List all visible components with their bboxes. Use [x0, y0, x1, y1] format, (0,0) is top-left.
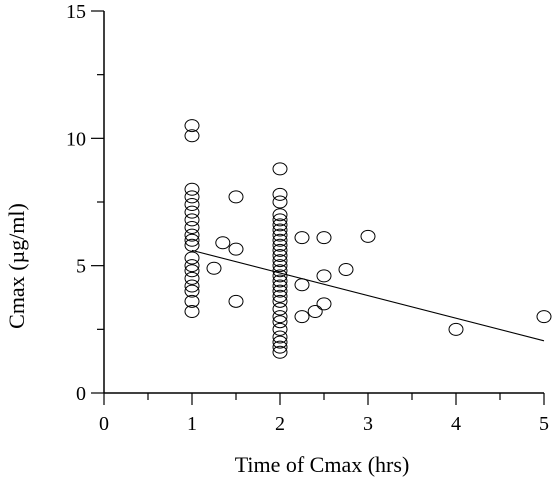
data-point — [272, 284, 288, 298]
data-point — [338, 262, 354, 276]
y-tick-label: 0 — [76, 383, 86, 405]
data-point — [272, 162, 288, 176]
x-tick-label: 5 — [539, 413, 549, 435]
x-tick-label: 3 — [363, 413, 373, 435]
data-point — [272, 248, 288, 262]
data-point — [184, 228, 200, 242]
y-tick-label: 10 — [66, 128, 86, 150]
x-axis-label: Time of Cmax (hrs) — [235, 452, 410, 477]
data-point — [360, 229, 376, 243]
data-point — [184, 279, 200, 293]
regression-line — [191, 249, 545, 342]
data-point — [228, 294, 244, 308]
axes: 0 5 10 15 0 1 2 3 4 5 — [66, 1, 549, 435]
data-point — [272, 289, 288, 303]
data-point — [272, 187, 288, 201]
data-point — [184, 220, 200, 234]
y-tick-label: 15 — [66, 1, 86, 23]
data-point — [294, 278, 310, 292]
data-point — [184, 294, 200, 308]
data-points — [184, 119, 552, 359]
x-tick-label: 0 — [99, 413, 109, 435]
data-point — [272, 195, 288, 209]
data-point — [272, 269, 288, 283]
data-point — [228, 242, 244, 256]
data-point — [228, 190, 244, 204]
data-point — [272, 330, 288, 344]
data-point — [272, 228, 288, 242]
data-point — [184, 251, 200, 265]
data-point — [272, 310, 288, 324]
data-point — [184, 119, 200, 133]
data-point — [294, 231, 310, 245]
x-tick-label: 2 — [275, 413, 285, 435]
data-point — [316, 269, 332, 283]
data-point — [272, 213, 288, 227]
data-point — [184, 271, 200, 285]
data-point — [272, 238, 288, 252]
data-point — [272, 279, 288, 293]
data-point — [272, 340, 288, 354]
data-point — [272, 294, 288, 308]
data-point — [272, 208, 288, 222]
data-point — [272, 302, 288, 316]
data-point — [184, 205, 200, 219]
data-point — [316, 231, 332, 245]
data-point — [448, 322, 464, 336]
data-point — [184, 129, 200, 143]
data-point — [184, 198, 200, 212]
data-point — [307, 305, 323, 319]
data-point — [272, 233, 288, 247]
x-tick-label: 1 — [187, 413, 197, 435]
y-tick-label: 5 — [76, 256, 86, 278]
y-axis-label: Cmax (µg/ml) — [4, 203, 29, 329]
data-point — [272, 218, 288, 232]
data-point — [536, 310, 552, 324]
data-point — [184, 284, 200, 298]
data-point — [184, 182, 200, 196]
data-point — [316, 297, 332, 311]
data-point — [184, 190, 200, 204]
data-point — [206, 261, 222, 275]
data-point — [272, 335, 288, 349]
regression-line-group — [191, 249, 545, 342]
data-point — [184, 305, 200, 319]
data-point — [272, 223, 288, 237]
data-point — [272, 322, 288, 336]
data-point — [272, 315, 288, 329]
data-point — [215, 236, 231, 250]
x-tick-label: 4 — [451, 413, 461, 435]
data-point — [184, 238, 200, 252]
data-point — [294, 310, 310, 324]
data-point — [184, 264, 200, 278]
data-point — [272, 243, 288, 257]
data-point — [184, 233, 200, 247]
data-point — [184, 213, 200, 227]
data-point — [272, 254, 288, 268]
data-point — [272, 345, 288, 359]
data-point — [272, 259, 288, 273]
data-point — [184, 259, 200, 273]
data-point — [272, 274, 288, 288]
